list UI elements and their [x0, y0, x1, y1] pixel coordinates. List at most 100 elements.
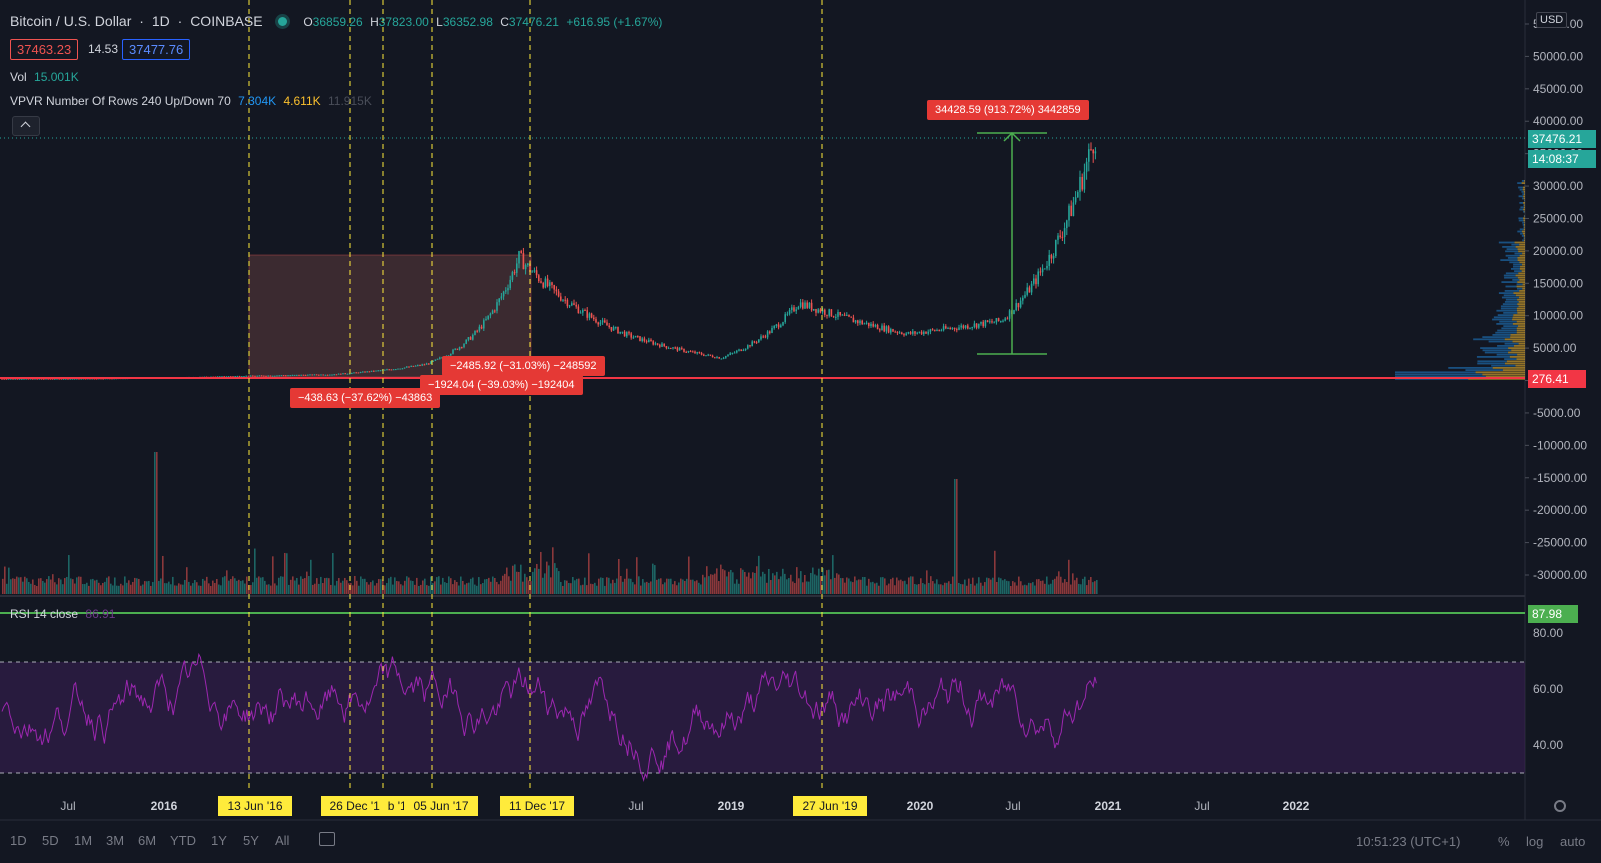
volume-bar — [566, 580, 568, 594]
percent-toggle[interactable]: % — [1498, 834, 1510, 849]
candle-body — [1039, 271, 1042, 273]
candle-body — [34, 378, 36, 380]
volume-bar — [110, 583, 112, 594]
vpvr-up-bar — [1503, 274, 1516, 277]
volume-bar — [550, 577, 552, 594]
timeframe-1d[interactable]: 1D — [10, 833, 27, 848]
candle-body — [487, 315, 489, 320]
measure-label-c[interactable]: −438.63 (−37.62%) −43863 — [290, 388, 441, 408]
settings-gear-icon[interactable] — [1554, 800, 1566, 812]
candle-body — [529, 263, 531, 273]
vertical-lines[interactable] — [248, 0, 823, 790]
candle-body — [476, 330, 478, 332]
time-marker-badge[interactable] — [404, 796, 478, 816]
volume-bar — [934, 583, 936, 594]
candle-body — [775, 324, 778, 326]
timeframe-3m[interactable]: 3M — [106, 833, 125, 848]
time-marker-badge[interactable] — [793, 796, 867, 816]
price-axis[interactable]: 55000.0050000.0045000.0040000.0035000.00… — [1525, 17, 1587, 582]
vpvr-down-bar — [1524, 237, 1525, 239]
time-marker-badge[interactable] — [500, 796, 574, 816]
vpvr-up-bar — [1521, 235, 1524, 237]
volume-bar — [944, 582, 946, 594]
timeframe-5y[interactable]: 5Y — [243, 833, 259, 848]
candle-body — [1019, 300, 1022, 308]
interval[interactable]: 1D — [151, 13, 170, 29]
volume-bar — [700, 584, 702, 594]
price-pane[interactable] — [0, 0, 1525, 595]
volume-bar — [180, 584, 182, 594]
auto-toggle[interactable]: auto — [1560, 834, 1586, 849]
rsi-axis[interactable]: 80.00 60.00 40.00 — [1533, 626, 1563, 752]
bottom-toolbar: 1D 5D 1M 3M 6M YTD 1Y 5Y All 10:51:23 (UTC+1) % … — [0, 821, 1601, 863]
vpvr-legend[interactable]: VPVR Number Of Rows 240 Up/Down 70 7.304… — [10, 94, 376, 108]
timeframe-1m[interactable]: 1M — [74, 833, 93, 848]
volume-bar — [578, 578, 580, 594]
volume-bar — [500, 580, 502, 594]
symbol-name[interactable]: Bitcoin / U.S. Dollar — [10, 13, 132, 29]
volume-bar — [1036, 579, 1038, 594]
volume-bar — [212, 580, 214, 594]
vpvr-down-bar — [1517, 276, 1525, 279]
timeframe-1y[interactable]: 1Y — [211, 833, 227, 848]
measure-label-b[interactable]: −1924.04 (−39.03%) −192404 — [420, 375, 583, 395]
volume-legend[interactable]: Vol 15.001K — [10, 70, 83, 84]
vpvr-down-bar — [1513, 314, 1525, 316]
candle-body — [773, 325, 775, 329]
volume-bar — [300, 576, 302, 594]
volume-bar — [388, 578, 390, 594]
timeframe-ytd[interactable]: YTD — [170, 833, 196, 848]
candle-body — [560, 296, 562, 301]
candle-body — [729, 353, 731, 355]
clock[interactable]: 10:51:23 (UTC+1) — [1356, 834, 1461, 849]
volume-bar — [1066, 581, 1068, 594]
volume-bar — [334, 585, 336, 594]
volume-bar — [1012, 581, 1014, 594]
vpvr-up-bar — [1507, 257, 1518, 259]
sell-price-button[interactable]: 37463.23 — [10, 39, 79, 60]
volume-bar — [554, 563, 556, 594]
symbol-legend[interactable]: Bitcoin / U.S. Dollar · 1D · COINBASE O3… — [10, 13, 663, 29]
candle-body — [573, 303, 575, 305]
volume-bar — [552, 547, 554, 594]
measure-label-up[interactable]: 34428.59 (913.72%) 3442859 — [927, 100, 1089, 120]
measure-tool-up[interactable] — [977, 131, 1047, 355]
candle-body — [973, 323, 976, 328]
timeframe-6m[interactable]: 6M — [138, 833, 157, 848]
collapse-legend-button[interactable] — [12, 116, 40, 136]
vpvr-down-bar — [1523, 197, 1525, 200]
vpvr-down-bar — [1521, 182, 1525, 184]
volume-bar — [808, 581, 810, 594]
candle-body — [788, 309, 791, 314]
log-toggle[interactable]: log — [1526, 834, 1544, 849]
volume-bar — [546, 561, 548, 594]
rsi-legend[interactable]: RSI 14 close 86.91 — [10, 607, 119, 621]
candle-body — [590, 313, 593, 318]
volume-bar — [1046, 576, 1048, 594]
time-axis[interactable]: Jul 2016 Jul 2019 2020 Jul 2021 Jul 2022 13 Jun '… — [60, 796, 1310, 816]
volume-bar — [890, 579, 892, 594]
volume-bar — [434, 581, 436, 594]
buy-price-button[interactable]: 37477.76 — [122, 39, 191, 60]
volume-bar — [628, 578, 630, 594]
volume-bar — [44, 582, 46, 594]
time-marker-badge[interactable] — [321, 796, 395, 816]
candle-body — [1028, 287, 1031, 293]
candle-body — [516, 263, 518, 273]
currency-label[interactable]: USD — [1536, 12, 1568, 28]
candle-body — [478, 326, 481, 331]
candle-body — [667, 348, 670, 350]
volume-bar — [6, 583, 8, 594]
volume-bar — [148, 580, 150, 594]
rsi-band — [0, 662, 1525, 773]
volume-bar — [270, 585, 272, 594]
time-marker-badge[interactable] — [218, 796, 292, 816]
volume-bar — [390, 576, 392, 594]
volume-bar — [326, 577, 328, 594]
date-range-icon[interactable] — [319, 832, 335, 846]
candle-body — [854, 320, 857, 323]
measure-label-a[interactable]: −2485.92 (−31.03%) −248592 — [442, 356, 605, 376]
timeframe-all[interactable]: All — [275, 833, 290, 848]
timeframe-5d[interactable]: 5D — [42, 833, 59, 848]
